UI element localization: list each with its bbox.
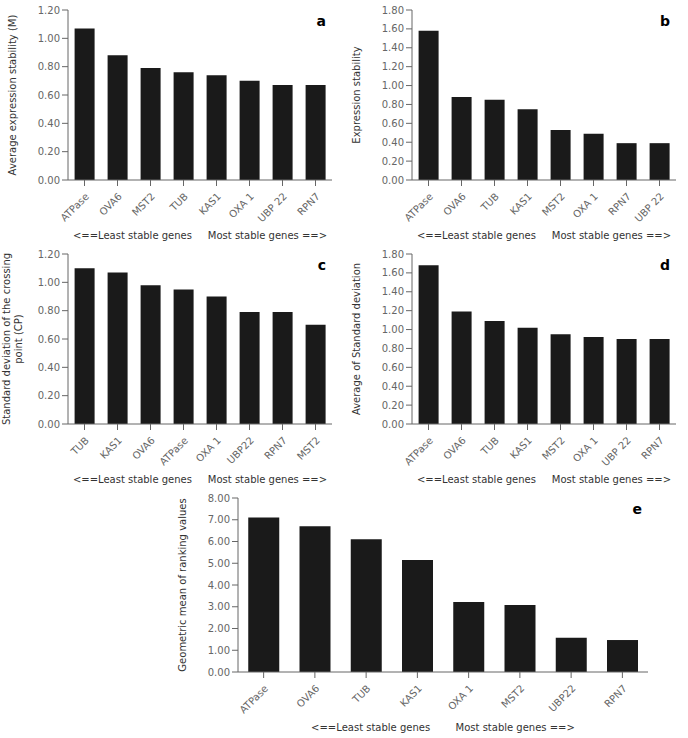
svg-text:1.00: 1.00 [38,33,60,44]
svg-text:0.40: 0.40 [38,362,60,373]
svg-text:1.20: 1.20 [382,61,404,72]
svg-text:RPN7: RPN7 [639,435,666,462]
html-text:b: b [660,13,670,29]
svg-text:RPN7: RPN7 [602,683,629,710]
svg-text:TUB: TUB [478,435,501,458]
svg-text:1.80: 1.80 [382,5,404,16]
svg-text:1.40: 1.40 [382,42,404,53]
svg-text:<==Least stable genes Most: <==Least stable genes Most stable genes … [73,474,327,485]
svg-text:0.00: 0.00 [38,175,60,186]
svg-text:OXA 1: OXA 1 [446,683,475,712]
svg-text:UBP 22: UBP 22 [256,191,289,224]
svg-text:RPN7: RPN7 [295,191,322,218]
svg-text:TUB: TUB [167,191,190,214]
svg-text:OVA6: OVA6 [441,435,468,462]
svg-text:1.00: 1.00 [382,80,404,91]
svg-text:0.80: 0.80 [38,61,60,72]
svg-text:6.00: 6.00 [208,536,230,547]
svg-text:0.60: 0.60 [38,334,60,345]
svg-text:1.60: 1.60 [382,267,404,278]
svg-text:ATPase: ATPase [402,191,435,224]
svg-text:1.00: 1.00 [208,645,230,656]
svg-text:<==Least stable genes Most: <==Least stable genes Most stable genes … [417,474,671,485]
svg-text:MST2: MST2 [540,435,567,462]
svg-text:KAS1: KAS1 [508,191,534,217]
svg-text:Average of Standard deviation: Average of Standard deviation [351,263,362,415]
svg-text:4.00: 4.00 [208,580,230,591]
svg-text:5.00: 5.00 [208,558,230,569]
svg-text:<==Least stable genes M: <==Least stable genes Most stable genes … [311,722,575,733]
svg-text:Geometric mean of ranking valu: Geometric mean of ranking values [177,498,188,671]
svg-text:0.80: 0.80 [38,305,60,316]
svg-text:1.20: 1.20 [382,305,404,316]
svg-text:1.20: 1.20 [38,5,60,16]
svg-text:0.80: 0.80 [382,343,404,354]
svg-text:ATPase: ATPase [58,191,91,224]
svg-text:UBP 22: UBP 22 [633,191,666,224]
svg-text:OXA 1: OXA 1 [571,191,600,220]
svg-text:ATPase: ATPase [402,435,435,468]
svg-text:ATPase: ATPase [237,683,270,716]
svg-text:MST2: MST2 [540,191,567,218]
svg-text:0.20: 0.20 [38,146,60,157]
svg-text:TUB: TUB [350,683,373,706]
svg-text:RPN7: RPN7 [606,191,633,218]
svg-text:3.00: 3.00 [208,601,230,612]
svg-text:7.00: 7.00 [208,514,230,525]
svg-text:0.00: 0.00 [382,175,404,186]
svg-text:0.00: 0.00 [382,419,404,430]
svg-text:1.60: 1.60 [382,23,404,34]
svg-text:0.20: 0.20 [38,390,60,401]
svg-text:KAS1: KAS1 [398,683,424,709]
svg-text:0.40: 0.40 [382,137,404,148]
svg-text:0.60: 0.60 [382,118,404,129]
svg-text:MST2: MST2 [130,191,157,218]
html-text:d: d [660,257,670,273]
svg-text:0.40: 0.40 [382,381,404,392]
svg-text:0.80: 0.80 [382,99,404,110]
svg-text:2.00: 2.00 [208,623,230,634]
svg-text:TUB: TUB [68,435,91,458]
svg-text:0.00: 0.00 [38,419,60,430]
svg-text:Standard deviation of the cros: Standard deviation of the crossingpoint … [8,253,24,425]
svg-text:OVA6: OVA6 [441,191,468,218]
svg-text:1.40: 1.40 [382,286,404,297]
svg-text:1.00: 1.00 [382,324,404,335]
svg-text:OVA6: OVA6 [130,435,157,462]
svg-text:KAS1: KAS1 [197,191,223,217]
svg-text:OXA 1: OXA 1 [571,435,600,464]
svg-text:0.40: 0.40 [38,118,60,129]
svg-text:MST2: MST2 [499,683,526,710]
svg-text:8.00: 8.00 [208,493,230,504]
svg-text:<==Least stable genes Most: <==Least stable genes Most stable genes … [417,230,671,241]
svg-text:RPN7: RPN7 [262,435,289,462]
svg-text:OXA 1: OXA 1 [194,435,223,464]
svg-text:UBP22: UBP22 [547,683,578,714]
svg-text:Expression stability: Expression stability [351,46,362,143]
svg-text:KAS1: KAS1 [508,435,534,461]
svg-text:0.60: 0.60 [382,362,404,373]
html-text:e: e [632,501,642,517]
html-text:a: a [316,13,326,29]
svg-text:ATPase: ATPase [157,435,190,468]
svg-text:Average expression stability (: Average expression stability (M) [8,15,18,176]
svg-text:TUB: TUB [478,191,501,214]
svg-text:MST2: MST2 [295,435,322,462]
svg-text:OVA6: OVA6 [97,191,124,218]
svg-text:0.20: 0.20 [382,400,404,411]
svg-text:1.20: 1.20 [38,249,60,260]
svg-text:0.20: 0.20 [382,156,404,167]
svg-text:<==Least stable genes Most: <==Least stable genes Most stable genes … [73,230,327,241]
svg-text:0.00: 0.00 [208,667,230,678]
svg-text:1.00: 1.00 [38,277,60,288]
svg-text:KAS1: KAS1 [98,435,124,461]
svg-text:0.60: 0.60 [38,90,60,101]
svg-text:UBP 22: UBP 22 [600,435,633,468]
svg-text:1.80: 1.80 [382,249,404,260]
svg-text:OXA 1: OXA 1 [227,191,256,220]
svg-text:UBP22: UBP22 [225,435,256,466]
html-text:c: c [317,257,326,273]
svg-text:OVA6: OVA6 [294,683,321,710]
